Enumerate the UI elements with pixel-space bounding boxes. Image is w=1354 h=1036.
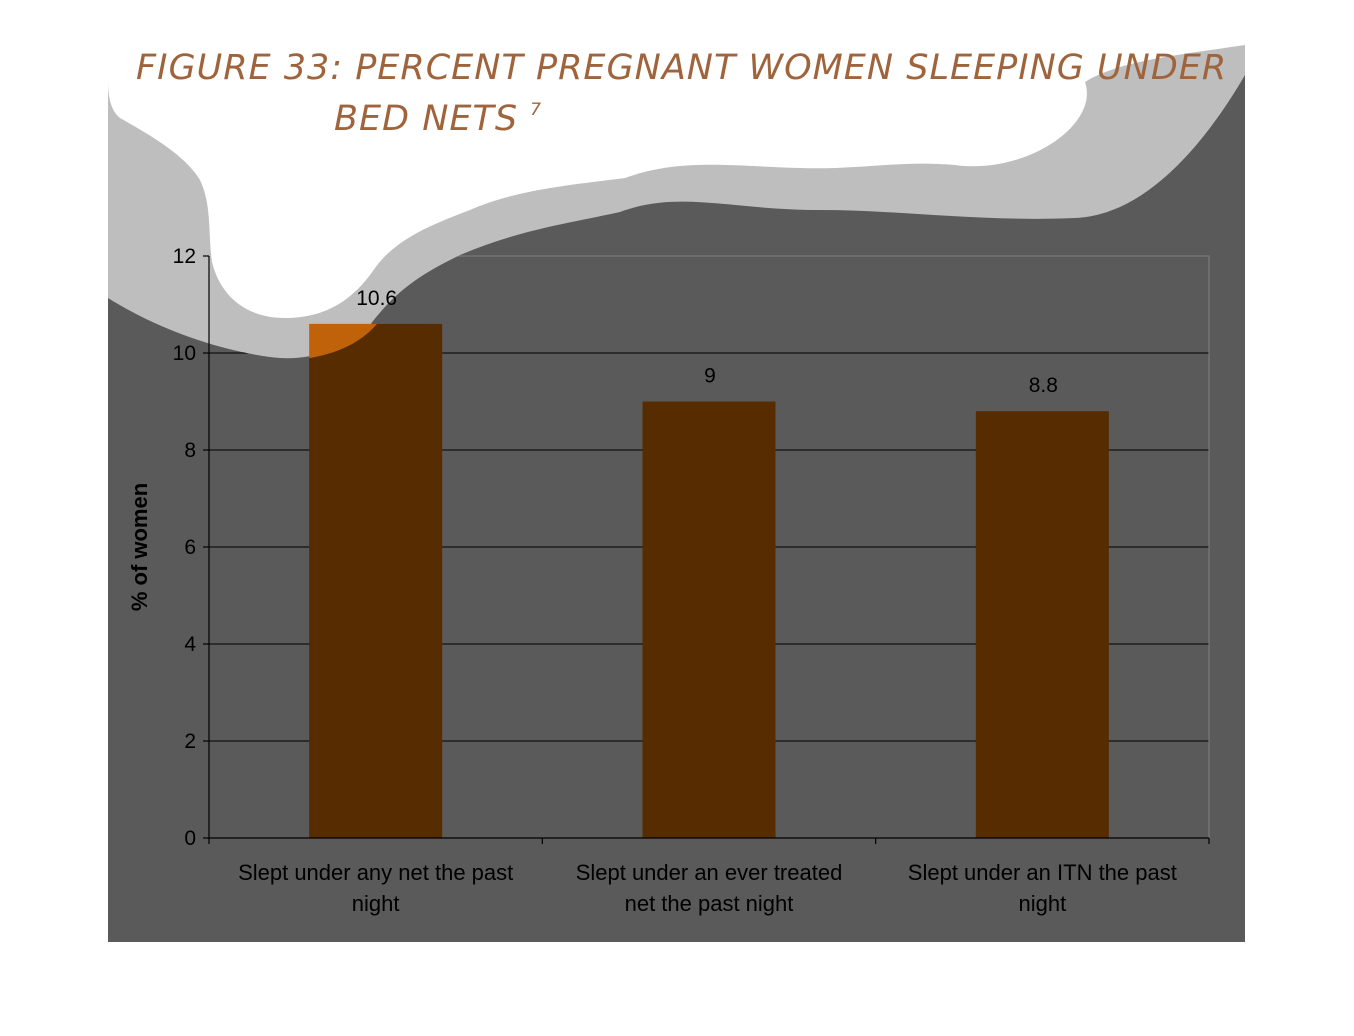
category-label: night	[1018, 891, 1066, 916]
category-label: Slept under any net the past	[238, 860, 513, 885]
data-label: 10.6	[356, 287, 397, 310]
bar	[642, 401, 776, 838]
title-cloud	[108, 35, 1245, 359]
category-label: Slept under an ever treated	[576, 860, 843, 885]
y-tick-label: 10	[173, 342, 196, 365]
data-label: 8.8	[1029, 374, 1058, 397]
bar	[975, 411, 1109, 838]
y-tick-label: 0	[184, 827, 196, 850]
category-label: night	[352, 891, 400, 916]
y-axis-title: % of women	[127, 483, 152, 611]
data-labels: 10.6 9 8.8	[356, 287, 1058, 397]
figure-title-line1: FIGURE 33: PERCENT PREGNANT WOMEN SLEEPI…	[136, 48, 1227, 88]
y-axis: 0 2 4 6 8 10 12	[173, 245, 210, 850]
y-tick-label: 12	[173, 245, 196, 268]
figure-title-superscript: 7	[530, 100, 542, 120]
y-tick-label: 4	[184, 633, 196, 656]
y-tick-label: 2	[184, 730, 196, 753]
cloud-body	[108, 35, 1245, 318]
bar-highlight	[309, 323, 377, 358]
y-tick-label: 8	[184, 439, 196, 462]
bars	[309, 323, 1109, 838]
category-label: net the past night	[625, 891, 794, 916]
figure-title-line2: BED NETS 7	[334, 99, 542, 139]
bar	[309, 323, 443, 838]
data-label: 9	[704, 365, 716, 388]
y-tick-label: 6	[184, 536, 196, 559]
category-label: Slept under an ITN the past	[908, 860, 1177, 885]
category-labels: Slept under any net the past night Slept u…	[238, 860, 1177, 916]
figure-title-line2-text: BED NETS	[334, 99, 518, 139]
x-axis	[208, 837, 1210, 844]
